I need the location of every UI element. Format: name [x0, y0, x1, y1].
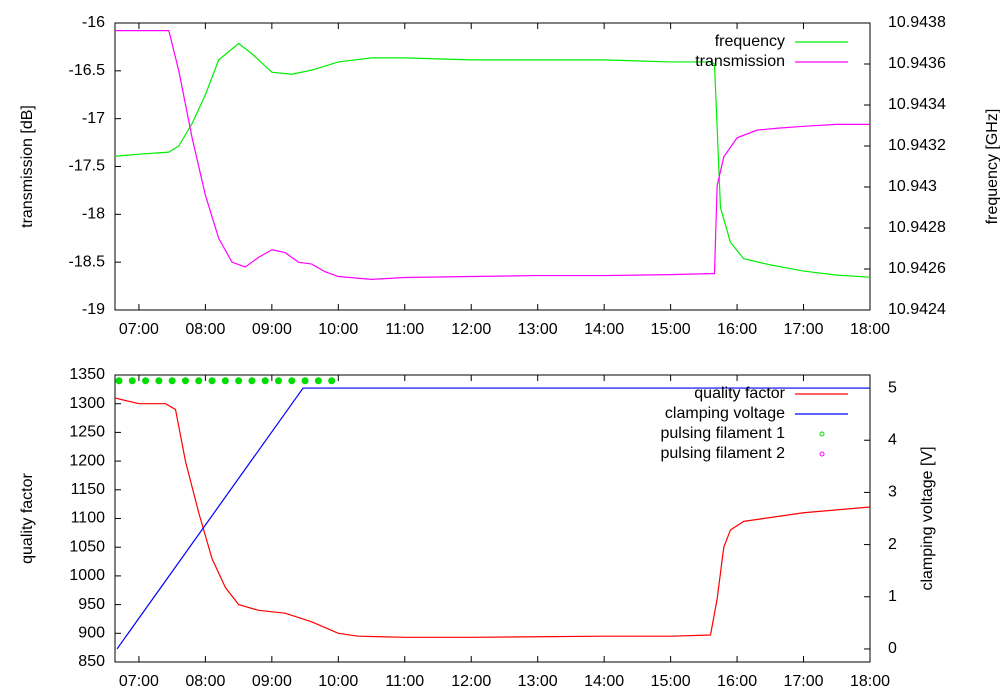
data-point: [328, 377, 336, 385]
x-tick-label: 08:00: [185, 673, 225, 690]
y-tick-label: 1350: [69, 366, 105, 383]
y-tick-label: 950: [78, 596, 105, 613]
x-tick-label: 10:00: [318, 321, 358, 338]
y-tick-label: -17.5: [69, 158, 106, 175]
y2-tick-label: 10.9428: [888, 219, 946, 236]
data-point: [235, 377, 243, 385]
data-line: [116, 387, 870, 650]
y-tick-label: 1000: [69, 567, 105, 584]
y-tick-label: -17: [82, 110, 105, 127]
y2-axis-label: frequency [GHz]: [984, 109, 1000, 225]
y2-tick-label: 1: [888, 588, 897, 605]
y-tick-label: 900: [78, 625, 105, 642]
x-tick-label: 09:00: [252, 321, 292, 338]
plot-area: [115, 30, 870, 280]
x-tick-label: 11:00: [385, 673, 424, 690]
x-tick-label: 12:00: [451, 673, 491, 690]
data-line: [115, 30, 870, 280]
y-tick-label: 850: [78, 653, 105, 670]
y-tick-label: 1300: [69, 395, 105, 412]
x-tick-label: 18:00: [850, 321, 890, 338]
y2-tick-label: 10.943: [888, 178, 937, 195]
data-point: [248, 377, 256, 385]
legend-marker: [819, 451, 825, 457]
data-point: [168, 377, 176, 385]
data-line: [115, 42, 870, 278]
y2-tick-label: 5: [888, 379, 897, 396]
y2-tick-label: 3: [888, 484, 897, 501]
x-tick-label: 09:00: [252, 673, 292, 690]
legend-label: frequency: [715, 33, 785, 50]
x-tick-label: 15:00: [651, 321, 691, 338]
x-tick-label: 12:00: [451, 321, 491, 338]
x-tick-label: 16:00: [717, 321, 757, 338]
data-point: [195, 377, 203, 385]
data-point: [115, 377, 123, 385]
x-tick-label: 08:00: [185, 321, 225, 338]
x-tick-label: 07:00: [119, 673, 159, 690]
y-tick-label: -18: [82, 206, 105, 223]
data-point: [208, 377, 216, 385]
y2-tick-label: 10.9434: [888, 96, 946, 113]
legend-label: quality factor: [694, 385, 785, 402]
y-tick-label: 1150: [71, 481, 106, 498]
data-point: [221, 377, 229, 385]
data-point: [274, 377, 282, 385]
x-tick-label: 10:00: [318, 673, 358, 690]
y-tick-label: 1200: [69, 452, 105, 469]
x-tick-label: 13:00: [518, 673, 558, 690]
data-point: [155, 377, 163, 385]
x-tick-label: 13:00: [518, 321, 558, 338]
data-point: [261, 377, 269, 385]
y-tick-label: 1050: [69, 538, 105, 555]
y-tick-label: -16: [82, 14, 105, 31]
y2-tick-label: 10.9426: [888, 260, 946, 277]
y2-tick-label: 10.9424: [888, 301, 946, 318]
y2-axis-label: clamping voltage [V]: [919, 446, 936, 590]
data-point: [128, 377, 136, 385]
legend-label: transmission: [695, 53, 785, 70]
x-tick-label: 07:00: [119, 321, 159, 338]
y2-tick-label: 10.9438: [888, 14, 946, 31]
x-tick-label: 16:00: [717, 673, 757, 690]
x-tick-label: 14:00: [584, 673, 624, 690]
y-tick-label: 1250: [69, 424, 105, 441]
data-point: [301, 377, 309, 385]
data-point: [181, 377, 189, 385]
x-tick-label: 18:00: [850, 673, 890, 690]
y2-tick-label: 4: [888, 431, 897, 448]
y-tick-label: -18.5: [69, 253, 106, 270]
y2-tick-label: 10.9436: [888, 55, 946, 72]
data-point: [142, 377, 150, 385]
data-point: [314, 377, 322, 385]
y2-tick-label: 2: [888, 536, 897, 553]
y-tick-label: 1100: [71, 510, 106, 527]
data-point: [288, 377, 296, 385]
x-tick-label: 14:00: [584, 321, 624, 338]
y2-tick-label: 0: [888, 640, 897, 657]
x-tick-label: 15:00: [651, 673, 691, 690]
y-tick-label: -19: [82, 301, 105, 318]
y-axis-label: transmission [dB]: [19, 105, 36, 228]
y-axis-label: quality factor: [19, 472, 36, 563]
x-tick-label: 17:00: [784, 321, 824, 338]
legend-label: clamping voltage: [665, 405, 785, 422]
y-tick-label: -16.5: [69, 62, 106, 79]
legend-marker: [819, 431, 825, 437]
x-tick-label: 17:00: [784, 673, 824, 690]
y2-tick-label: 10.9432: [888, 137, 946, 154]
plot-area: [115, 377, 870, 650]
legend-label: pulsing filament 1: [660, 425, 785, 442]
data-line: [115, 397, 870, 638]
x-tick-label: 11:00: [385, 321, 424, 338]
legend-label: pulsing filament 2: [660, 445, 785, 462]
